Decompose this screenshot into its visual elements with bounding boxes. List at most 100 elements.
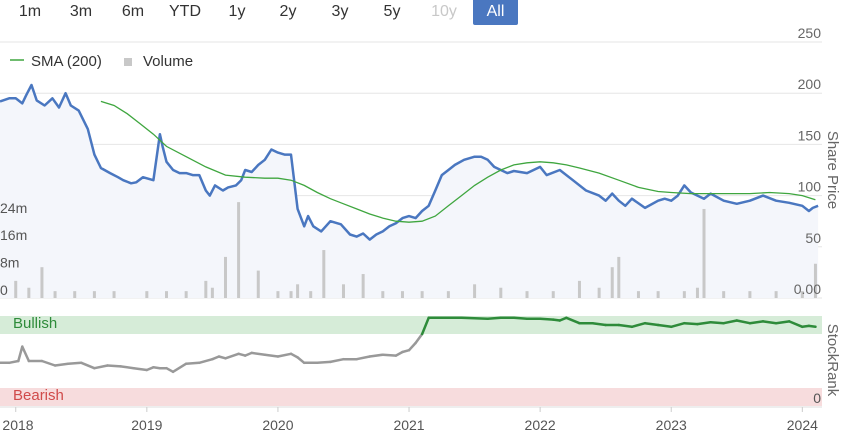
range-button-3y[interactable]: 3y [331, 3, 349, 20]
stockrank-segment [106, 364, 122, 368]
stockrank-segment [17, 345, 24, 363]
stockrank-segment [656, 323, 673, 329]
legend-volume-swatch [124, 58, 132, 66]
legend-sma-label[interactable]: SMA (200) [31, 53, 102, 70]
stockrank-segment [198, 357, 214, 365]
volume-bar [446, 291, 450, 298]
volume-bar [112, 291, 116, 298]
stockrank-segment [93, 364, 109, 370]
price-line [0, 83, 819, 241]
volume-bar [636, 291, 640, 298]
stockrank-segment [722, 319, 739, 325]
volume-bar [682, 291, 686, 298]
stockrank-segment [80, 361, 96, 370]
stockrank-segment [460, 316, 489, 320]
volume-bar [577, 280, 581, 298]
stockrank-segment [7, 359, 20, 365]
stockrank-segment [184, 361, 201, 365]
x-tick-label: 2022 [525, 417, 556, 432]
range-button-10y: 10y [431, 3, 457, 20]
range-button-3m[interactable]: 3m [69, 3, 93, 20]
volume-bar [204, 280, 208, 298]
stockrank-segment [132, 366, 149, 372]
stockrank-segment [748, 320, 765, 325]
stockrank-segment [617, 323, 634, 329]
stockrank-segment [414, 332, 424, 345]
stockrank-segment [774, 320, 791, 325]
stockrank-segment [787, 320, 804, 329]
volume-bar [722, 291, 726, 298]
sma-200-line [100, 100, 816, 223]
range-button-6m[interactable]: 6m [121, 3, 145, 20]
rank-tick-label: 0 [813, 390, 821, 406]
volume-bar [322, 250, 326, 298]
x-tick-label: 2021 [393, 417, 424, 432]
volume-bar [551, 291, 555, 298]
price-tick-label: 200 [798, 76, 822, 92]
volume-bar [656, 291, 660, 298]
volume-bar [381, 291, 385, 298]
volume-tick-label: 16m [0, 227, 27, 243]
stockrank-segment [591, 321, 607, 327]
x-tick-label: 2019 [131, 417, 162, 432]
stockrank-segment [119, 365, 135, 370]
volume-tick-label: 0 [0, 282, 8, 298]
stockrank-segment [224, 352, 240, 360]
volume-bar [145, 291, 149, 298]
range-button-1m[interactable]: 1m [18, 3, 42, 20]
volume-bar [27, 287, 31, 298]
stockrank-segment [565, 316, 581, 325]
volume-bar [237, 202, 241, 298]
stockrank-segment [53, 362, 70, 367]
price-tick-label: 150 [798, 127, 822, 143]
volume-bar [210, 287, 214, 298]
x-tick-label: 2023 [656, 417, 687, 432]
stockrank-segment [696, 321, 712, 326]
range-button-5y[interactable]: 5y [383, 3, 401, 20]
volume-bar [610, 267, 614, 298]
stockrank-segment [250, 351, 267, 356]
stockrank-segment [486, 316, 503, 320]
volume-bar [276, 291, 280, 298]
volume-bar [702, 208, 706, 298]
stockrank-segment [807, 324, 817, 329]
stockrank-segment [735, 319, 752, 325]
legend-volume-label[interactable]: Volume [143, 53, 193, 70]
band-label-bearish: Bearish [13, 387, 64, 404]
stockrank-segment [381, 353, 398, 357]
volume-bar [53, 291, 57, 298]
axis-labels: 250 200 150 100 50 0.00 24m 16m 8m 0 0 2018 2019 2020… [0, 25, 841, 432]
volume-bar [184, 291, 188, 298]
volume-bar [92, 291, 96, 298]
price-area-fill [0, 85, 819, 298]
stockrank-segment [263, 353, 280, 358]
range-button-1y[interactable]: 1y [228, 3, 246, 20]
volume-bar [617, 256, 621, 298]
legend: SMA (200) Volume [10, 53, 193, 70]
rank-axis-title: StockRank [824, 324, 841, 397]
volume-bar [420, 291, 424, 298]
volume-bar [813, 263, 817, 298]
stockrank-segment [66, 361, 83, 365]
volume-bar [400, 291, 404, 298]
stockrank-segment [40, 359, 57, 367]
stockrank-segment [669, 321, 686, 329]
stockrank-bands: Bullish Bearish [0, 315, 822, 406]
band-bearish [0, 388, 822, 406]
stockrank-segment [538, 317, 555, 321]
price-axis-title: Share Price [824, 131, 841, 209]
volume-bar [774, 291, 778, 298]
volume-bar [361, 274, 365, 298]
stockrank-segment [630, 321, 647, 329]
range-button-2y[interactable]: 2y [279, 3, 297, 20]
range-button-all[interactable]: All [473, 0, 518, 25]
range-button-ytd[interactable]: YTD [169, 3, 201, 20]
x-tick-label: 2020 [262, 417, 293, 432]
volume-bar [695, 287, 699, 298]
volume-bar [597, 287, 601, 298]
price-tick-label: 250 [798, 25, 822, 41]
volume-bar [164, 291, 168, 298]
volume-bar [309, 291, 313, 298]
price-tick-label: 100 [798, 179, 822, 195]
volume-tick-label: 24m [0, 200, 27, 216]
